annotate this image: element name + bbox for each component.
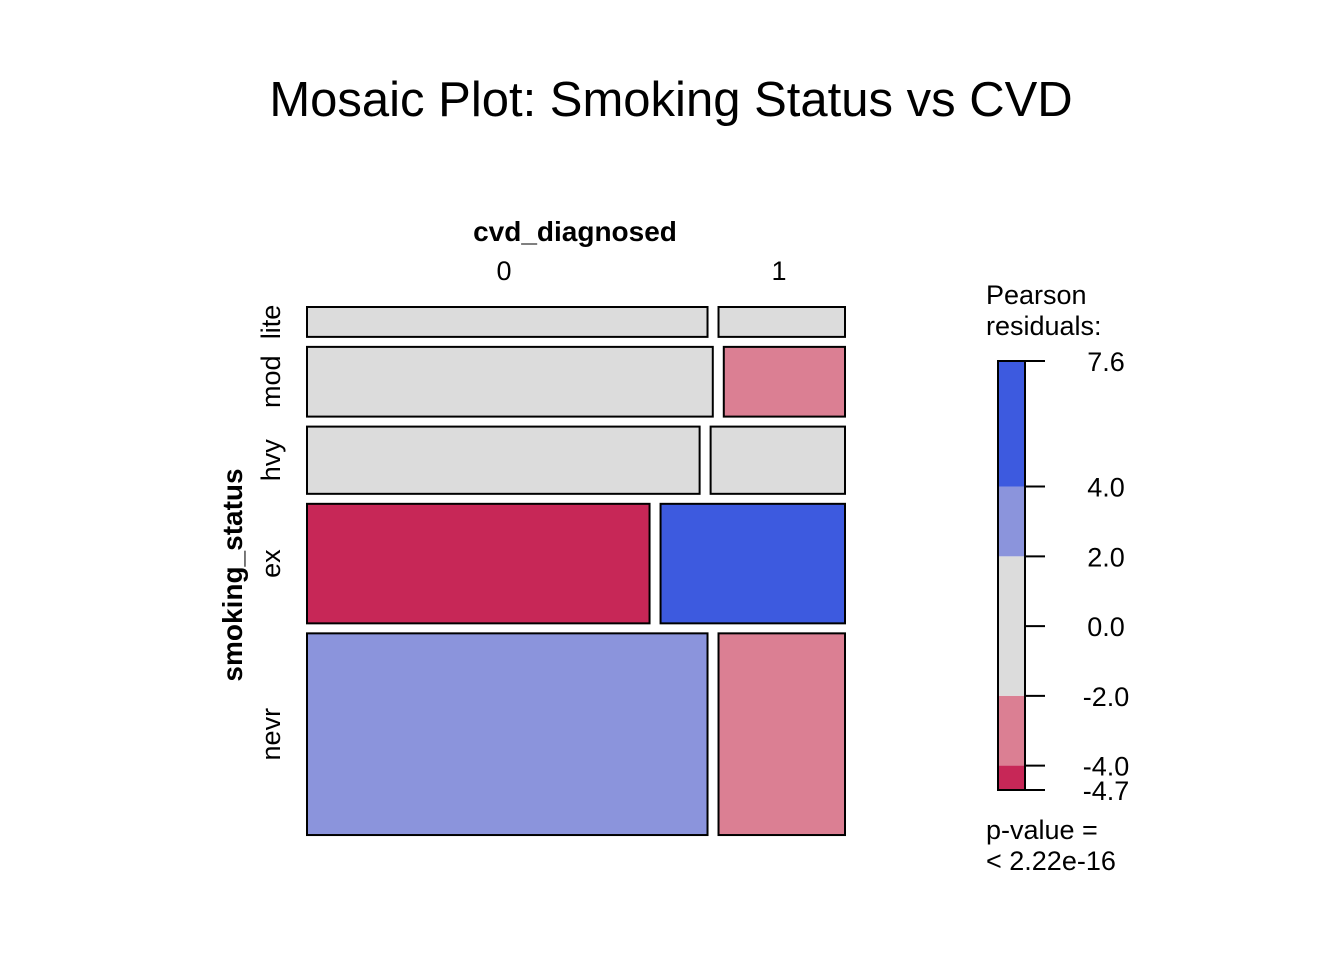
tile-nevr-cvd-0 xyxy=(306,632,709,837)
pvalue-line2: < 2.22e-16 xyxy=(986,846,1116,876)
legend-tick-label-3: 0.0 xyxy=(1087,612,1125,642)
tile-lite-cvd-1 xyxy=(717,306,847,338)
row-label-lite: lite xyxy=(256,305,286,340)
legend-title-line1: Pearson xyxy=(986,280,1087,310)
x-variable-label: cvd_diagnosed xyxy=(473,216,677,247)
pvalue-line1: p-value = xyxy=(986,815,1098,845)
row-label-nevr: nevr xyxy=(256,708,286,761)
legend-band-4 xyxy=(998,361,1025,487)
legend-tick-label-5: -4.0 xyxy=(1083,752,1130,782)
legend-band-2 xyxy=(998,556,1025,696)
legend-tick-label-6: -4.7 xyxy=(1083,776,1130,806)
legend-bar-border xyxy=(997,360,1026,791)
tile-mod-cvd-0 xyxy=(306,345,714,418)
chart-title: Mosaic Plot: Smoking Status vs CVD xyxy=(269,73,1072,127)
row-labels: lite mod hvy ex nevr xyxy=(256,305,286,761)
tile-nevr-cvd-1 xyxy=(717,632,847,837)
tile-hvy-cvd-0 xyxy=(306,425,701,495)
row-label-ex: ex xyxy=(256,549,286,578)
legend-color-bar xyxy=(997,360,1026,791)
legend-tick-label-4: -2.0 xyxy=(1083,682,1130,712)
legend-tick-label-2: 2.0 xyxy=(1087,542,1125,572)
tile-mod-cvd-1 xyxy=(722,345,846,418)
legend-tick-label-1: 4.0 xyxy=(1087,473,1125,503)
x-level-label-1: 1 xyxy=(771,256,786,286)
legend-title-line2: residuals: xyxy=(986,311,1102,341)
x-level-label-0: 0 xyxy=(496,256,511,286)
y-variable-label: smoking_status xyxy=(217,468,248,681)
legend-tick-label-0: 7.6 xyxy=(1087,347,1125,377)
tile-ex-cvd-0 xyxy=(306,502,651,625)
mosaic-tiles xyxy=(306,306,847,837)
legend-band-0 xyxy=(998,765,1025,790)
row-label-hvy: hvy xyxy=(256,439,286,482)
legend-band-1 xyxy=(998,695,1025,766)
legend-ticks: 7.6 4.0 2.0 0.0 -2.0 -4.0-4.7 xyxy=(1025,347,1129,806)
row-label-mod: mod xyxy=(256,355,286,408)
tile-ex-cvd-1 xyxy=(659,502,846,625)
tile-hvy-cvd-1 xyxy=(709,425,846,495)
tile-lite-cvd-0 xyxy=(306,306,709,338)
legend-band-3 xyxy=(998,486,1025,557)
